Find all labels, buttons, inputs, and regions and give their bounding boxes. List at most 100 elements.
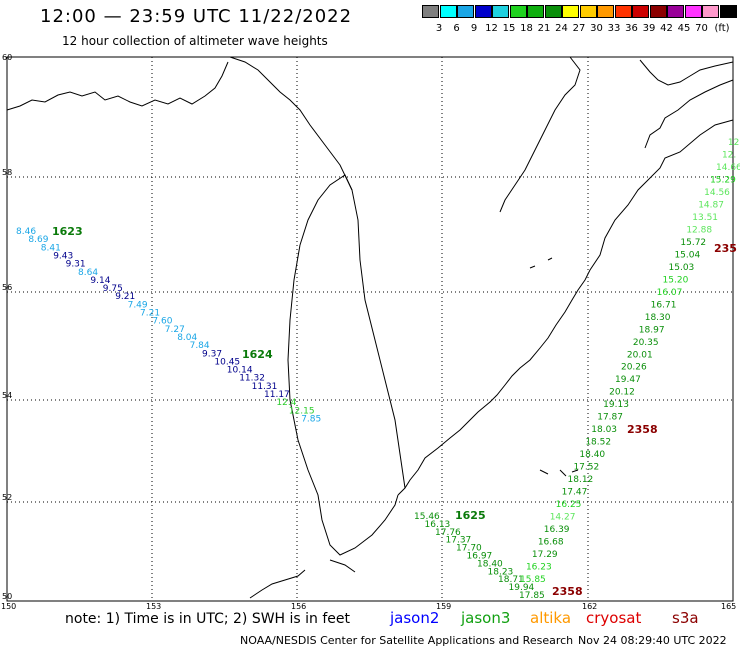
swh-value: 15.20 — [663, 275, 689, 285]
swh-value: 17.52 — [573, 463, 599, 473]
swh-value: 16.13 — [425, 520, 451, 530]
swh-value: 19.13 — [603, 400, 629, 410]
swh-value: 7.60 — [152, 317, 172, 327]
swh-value: 15.46 — [414, 512, 440, 522]
latitude-tick-label: 58 — [2, 168, 12, 177]
scale-swatch — [474, 5, 492, 18]
swh-value: 15.03 — [669, 263, 695, 273]
swh-value: 15.29 — [710, 175, 736, 185]
scale-label: 30 — [590, 23, 603, 34]
map-title: 12:00 — 23:59 UTC 11/22/2022 — [40, 6, 353, 27]
scale-swatch — [457, 5, 474, 18]
swh-value: 7.21 — [140, 309, 160, 319]
swh-value: 14.87 — [698, 200, 724, 210]
swh-value: 19.94 — [509, 583, 535, 593]
latitude-tick-label: 54 — [2, 391, 12, 400]
longitude-tick-label: 162 — [582, 602, 597, 611]
coastline — [6, 56, 734, 599]
swh-value: 9.21 — [115, 292, 135, 302]
longitude-tick-label: 159 — [436, 602, 451, 611]
longitude-tick-label: 156 — [291, 602, 306, 611]
latitude-tick-label: 56 — [2, 283, 12, 292]
swh-value: 11.17 — [264, 390, 290, 400]
scale-label: 70 — [695, 23, 708, 34]
swh-value: 12.4 — [276, 398, 296, 408]
swh-value: 20.35 — [633, 338, 659, 348]
scale-swatch — [439, 5, 457, 18]
scale-swatch — [579, 5, 597, 18]
swh-value: 9.37 — [202, 349, 222, 359]
scale-label: 33 — [607, 23, 621, 34]
swh-value: 8.04 — [177, 333, 197, 343]
swh-value: 12. — [722, 150, 736, 160]
pass-time-label: 1624 — [242, 348, 273, 361]
swh-value: 18.12 — [568, 475, 594, 485]
scale-swatch — [632, 5, 649, 18]
swh-value: 18.40 — [477, 559, 503, 569]
swh-value: 20.12 — [609, 388, 635, 398]
scale-label: 3 — [435, 23, 443, 34]
scale-swatch — [527, 5, 544, 18]
scale-label: 39 — [642, 23, 656, 34]
swh-value: 18.30 — [645, 313, 671, 323]
swh-value: 9.14 — [90, 276, 110, 286]
scale-label: 6 — [453, 23, 460, 34]
scale-unit: (ft) — [714, 23, 730, 34]
swh-value: 15.72 — [680, 238, 706, 248]
swh-value: 17.85 — [519, 591, 545, 601]
swh-value: 10.14 — [227, 366, 253, 376]
swh-value: 9.75 — [103, 284, 123, 294]
scale-label: 24 — [555, 23, 568, 34]
mission-jason2: jason2 — [390, 609, 440, 627]
swh-value: 8.64 — [78, 268, 98, 278]
swh-value: 14.56 — [704, 188, 730, 198]
scale-label: 45 — [677, 23, 691, 34]
scale-label: 9 — [470, 23, 478, 34]
swh-value: 18.23 — [488, 567, 514, 577]
scale-label: 42 — [660, 23, 673, 34]
swh-value: 18.40 — [579, 450, 605, 460]
swh-value: 13.51 — [692, 213, 718, 223]
scale-swatch — [422, 5, 439, 18]
swh-value: 7.49 — [128, 300, 148, 310]
swh-value: 12.88 — [686, 225, 712, 235]
scale-label: 12 — [485, 23, 498, 34]
latitude-tick-label: 50 — [2, 592, 12, 601]
mission-cryosat: cryosat — [586, 609, 642, 627]
swh-value: 20.26 — [621, 363, 647, 373]
swh-value: 15.85 — [520, 575, 546, 585]
swh-value: 16.97 — [467, 552, 493, 562]
swh-value: 10.45 — [214, 357, 240, 367]
map-subtitle: 12 hour collection of altimeter wave hei… — [62, 34, 328, 48]
scale-swatch — [684, 5, 702, 18]
swh-value: 15.04 — [674, 250, 700, 260]
swh-value: 16.68 — [538, 538, 564, 548]
swh-value: 17.37 — [446, 536, 472, 546]
swh-value: 18.03 — [591, 425, 617, 435]
swh-value: 20.01 — [627, 350, 653, 360]
longitude-tick-label: 165 — [721, 602, 736, 611]
swh-value: 12.15 — [289, 406, 315, 416]
scale-swatch — [562, 5, 579, 18]
latitude-tick-label: 60 — [2, 53, 12, 62]
swh-value: 9.43 — [53, 251, 73, 261]
pass-time-label: 1623 — [52, 225, 83, 238]
footer-timestamp: Nov 24 08:29:40 UTC 2022 — [578, 634, 727, 647]
swh-value: 12 — [728, 138, 739, 148]
longitude-tick-label: 150 — [1, 602, 16, 611]
swh-value: 9.31 — [66, 260, 86, 270]
latitude-tick-label: 52 — [2, 493, 12, 502]
scale-swatch — [492, 5, 509, 18]
scale-label: 36 — [625, 23, 638, 34]
swh-value: 17.70 — [456, 544, 482, 554]
scale-swatch — [702, 5, 719, 18]
swh-value: 8.41 — [41, 243, 61, 253]
pass-time-label: 1625 — [455, 509, 486, 522]
swh-value: 18.52 — [585, 438, 611, 448]
swh-value: 18.71 — [498, 575, 524, 585]
swh-value: 7.85 — [301, 414, 321, 424]
swh-value: 8.69 — [28, 235, 48, 245]
swh-value: 17.29 — [532, 550, 558, 560]
